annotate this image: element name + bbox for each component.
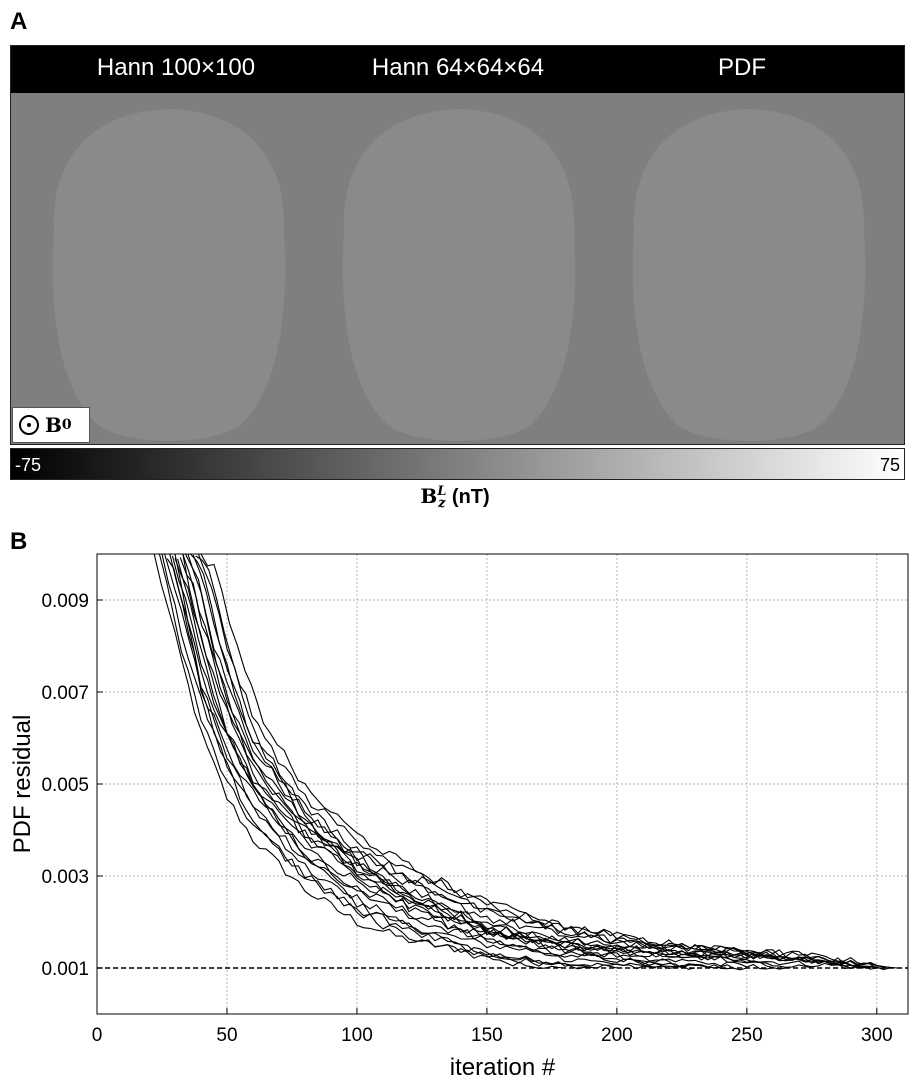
residual-curve: [182, 553, 591, 970]
residual-curve: [169, 553, 618, 969]
residual-curve: [197, 553, 709, 969]
y-tick-label: 0.009: [41, 591, 89, 612]
residual-curve: [187, 553, 773, 970]
x-tick-label: 50: [216, 1025, 237, 1046]
residual-curve: [190, 553, 864, 969]
column-label-hann-3d: Hann 64×64×64: [371, 54, 545, 81]
y-tick-label: 0.003: [41, 867, 89, 888]
x-tick-label: 0: [92, 1025, 103, 1046]
brain-images-panel: Hann 100×100 Hann 64×64×64 PDF: [10, 45, 905, 445]
y-tick-label: 0.005: [41, 775, 89, 796]
colorbar-label-unit: (nT): [451, 486, 490, 508]
column-header-bar: Hann 100×100 Hann 64×64×64 PDF: [11, 46, 904, 93]
x-tick-label: 250: [731, 1025, 763, 1046]
colorbar-label-subscript: z: [438, 495, 446, 511]
residual-line-chart: 0 50 100 150 200 250 300 0.001 0.003 0.005 0.007 0.…: [9, 553, 909, 1081]
residual-curve: [192, 554, 657, 969]
colorbar: -75 75: [10, 448, 905, 480]
residual-curve: [171, 555, 786, 970]
y-axis-label: PDF residual: [9, 715, 36, 854]
b0-subscript: 0: [61, 417, 72, 433]
x-tick-label: 150: [471, 1025, 503, 1046]
residual-curve: [177, 558, 734, 970]
x-tick-label: 100: [341, 1025, 373, 1046]
brain-slices-image: [52, 109, 866, 441]
colorbar-label-symbol: B: [420, 484, 438, 508]
x-tick-label: 200: [601, 1025, 633, 1046]
y-tick-label: 0.007: [41, 683, 89, 704]
residual-curve: [174, 553, 565, 970]
residual-curve: [200, 553, 851, 969]
x-tick-label: 300: [861, 1025, 893, 1046]
colorbar-label-superscript: L: [437, 483, 447, 499]
colorbar-max-label: 75: [879, 455, 900, 475]
residual-curve: [158, 553, 747, 971]
residual-curve: [164, 553, 890, 971]
y-tick-label: 0.001: [41, 959, 89, 980]
column-label-hann-2d: Hann 100×100: [96, 54, 256, 81]
brain-slice-hann-2d: [52, 109, 286, 441]
panel-b-letter: B: [10, 528, 28, 555]
b0-symbol: B: [45, 413, 62, 437]
residual-curve: [174, 558, 877, 970]
residual-curve: [166, 558, 898, 969]
brain-slice-pdf: [632, 109, 866, 441]
brain-slice-hann-3d: [342, 109, 576, 441]
residual-curve: [153, 553, 696, 970]
residual-curve: [184, 553, 893, 969]
panel-a-letter: A: [10, 8, 28, 35]
residual-curve: [179, 557, 864, 969]
x-axis-label: iteration #: [450, 1054, 556, 1081]
column-label-pdf: PDF: [718, 54, 766, 81]
residual-curve: [182, 553, 812, 969]
colorbar-min-label: -75: [15, 455, 42, 475]
out-of-plane-dot-icon: [19, 415, 39, 435]
residual-curve: [195, 555, 883, 969]
